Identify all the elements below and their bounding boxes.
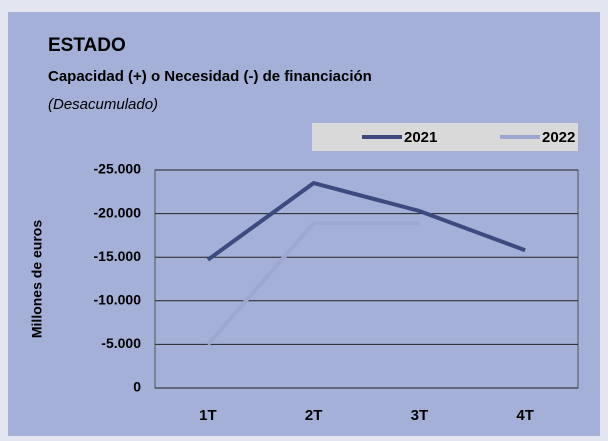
panel [8,12,600,436]
x-tick-label: 1T [199,407,217,424]
x-tick-label: 4T [516,407,534,424]
x-tick-label: 2T [305,407,323,424]
legend-label: 2021 [404,129,437,146]
y-tick-label: 0 [133,379,141,395]
legend-label: 2022 [542,129,575,146]
y-axis-label: Millones de euros [29,220,45,338]
y-tick-label: -20.000 [94,204,142,220]
y-tick-label: -15.000 [94,248,142,264]
series-line [206,180,526,262]
x-tick-label: 3T [411,407,429,424]
series-line [206,221,420,346]
y-tick-label: -10.000 [94,292,142,308]
chart-note: (Desacumulado) [48,96,158,113]
chart-title: ESTADO [48,35,126,56]
y-tick-label: -25.000 [94,161,142,177]
y-tick-label: -5.000 [101,335,141,351]
chart-subtitle: Capacidad (+) o Necesidad (-) de financi… [48,68,372,85]
